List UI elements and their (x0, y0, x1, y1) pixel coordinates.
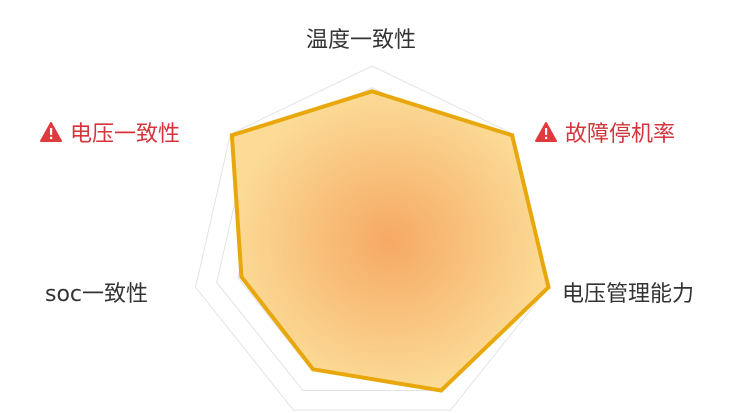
label-text: 电压一致性 (70, 122, 181, 147)
data-point-4 (311, 367, 316, 372)
warning-icon (40, 122, 62, 142)
label-text: 温度一致性 (306, 28, 417, 53)
data-point-6 (229, 133, 234, 138)
warning-icon (535, 122, 557, 142)
data-point-0 (370, 89, 374, 94)
series-area (229, 89, 551, 393)
indicator-label-temperature-consistency: 温度一致性 (306, 22, 416, 54)
data-point-1 (510, 133, 515, 138)
label-text: 电压管理能力 (562, 282, 695, 307)
indicator-label-voltage-consistency: 电压一致性 (40, 116, 180, 148)
data-point-3 (439, 388, 444, 393)
data-point-2 (546, 285, 551, 290)
indicator-label-soc-consistency: soc一致性 (45, 276, 148, 308)
label-text: 故障停机率 (565, 122, 676, 147)
label-text: soc一致性 (45, 282, 149, 307)
data-point-5 (239, 274, 244, 279)
indicator-label-voltage-management: 电压管理能力 (562, 276, 694, 308)
indicator-label-failure-downtime-rate: 故障停机率 (535, 116, 675, 148)
